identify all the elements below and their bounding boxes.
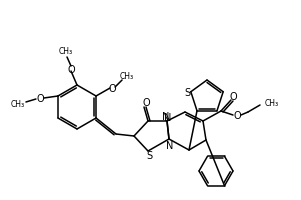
Text: S: S [185, 87, 191, 97]
Text: O: O [142, 98, 150, 107]
Text: O: O [108, 84, 116, 94]
Text: CH₃: CH₃ [11, 100, 25, 109]
Text: S: S [146, 150, 152, 160]
Text: N: N [164, 112, 172, 122]
Text: O: O [67, 65, 75, 75]
Text: CH₃: CH₃ [265, 99, 279, 108]
Text: O: O [233, 110, 241, 120]
Text: N: N [162, 111, 170, 121]
Text: CH₃: CH₃ [59, 47, 73, 56]
Text: N: N [166, 140, 174, 150]
Text: CH₃: CH₃ [120, 72, 134, 81]
Text: O: O [229, 92, 237, 101]
Text: O: O [36, 94, 44, 103]
